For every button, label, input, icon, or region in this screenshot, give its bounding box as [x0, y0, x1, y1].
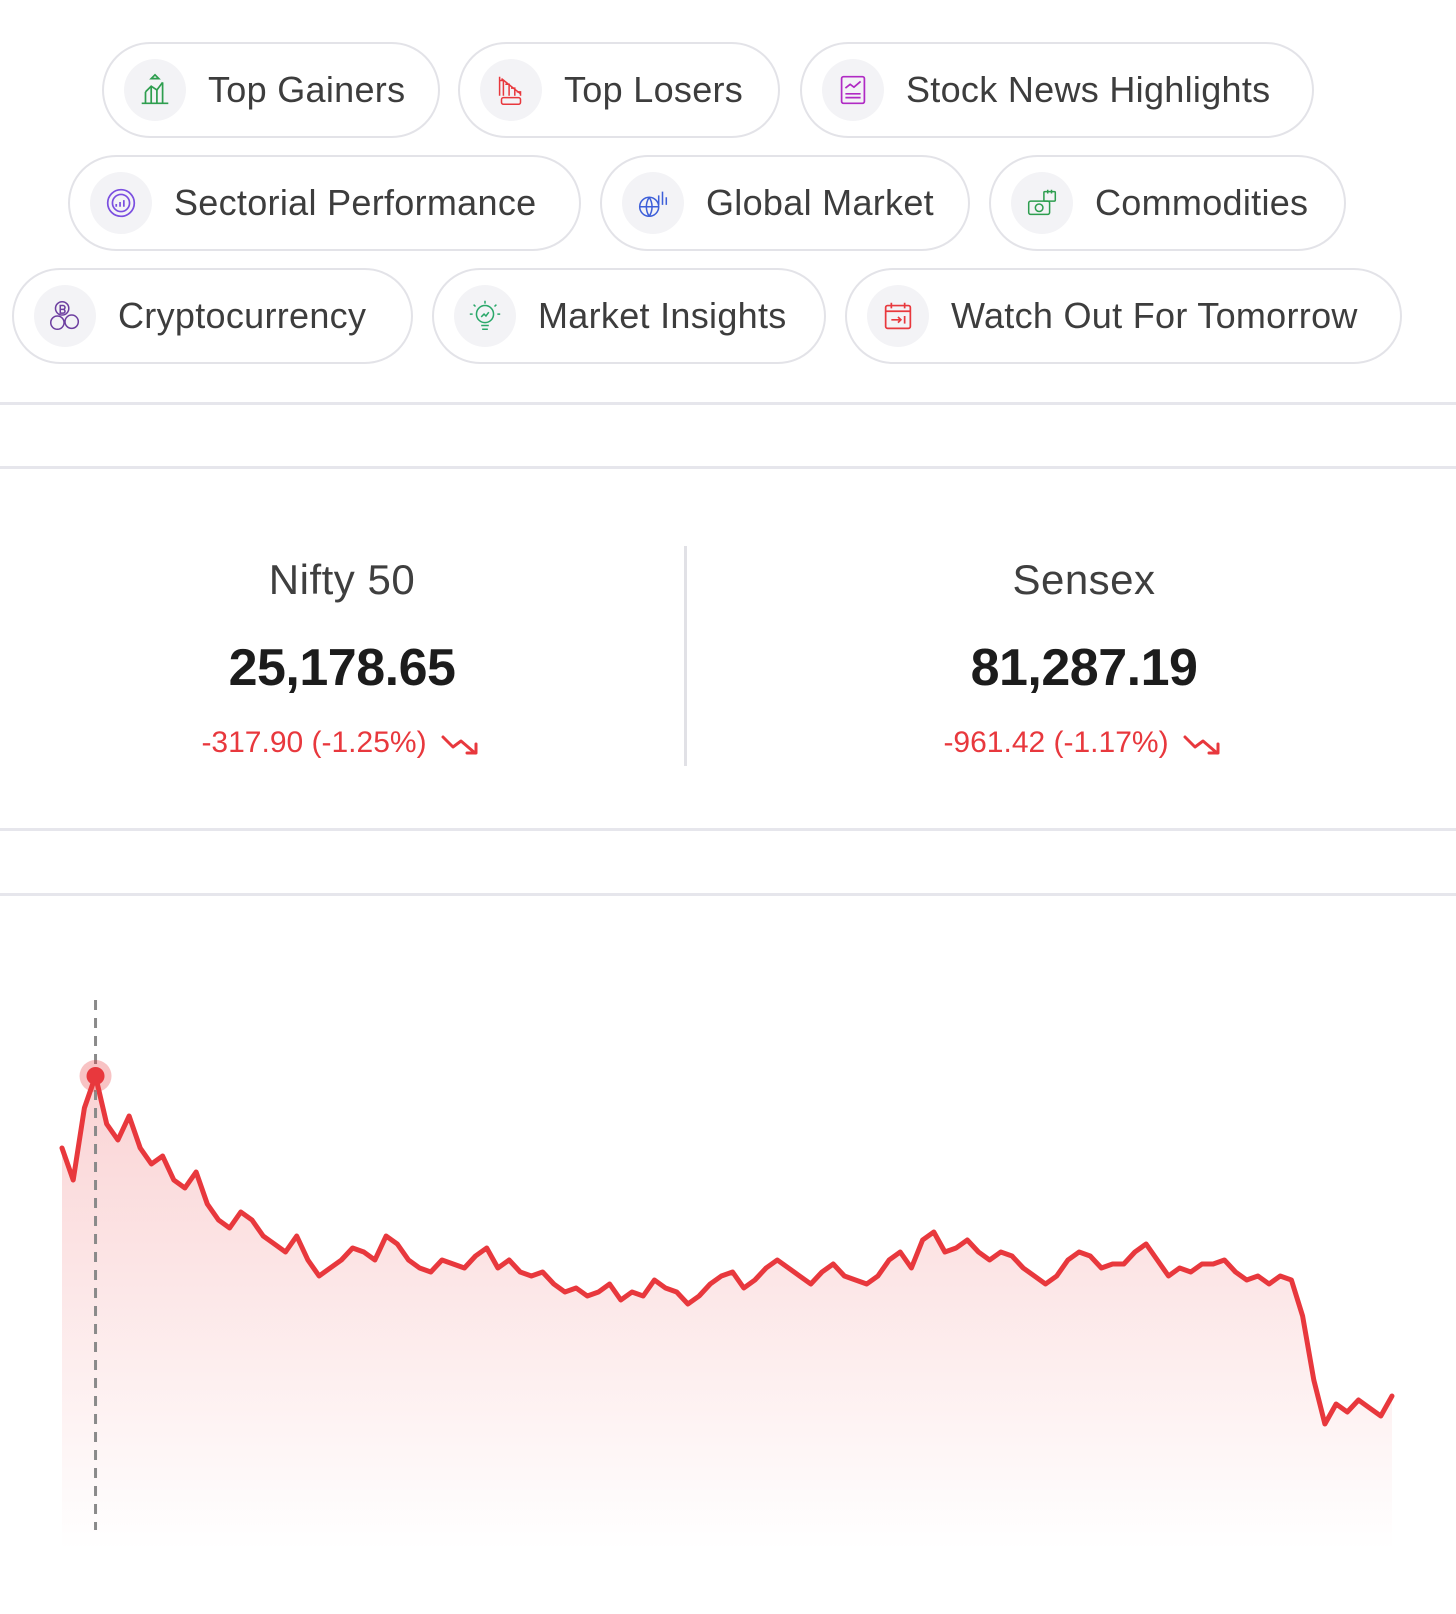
- divider: [0, 828, 1456, 831]
- index-card-nifty[interactable]: Nifty 50 25,178.65 -317.90 (-1.25%): [0, 520, 684, 760]
- chip-label: Global Market: [706, 182, 934, 223]
- chip-top-gainers[interactable]: Top Gainers: [102, 42, 440, 138]
- chip-label: Top Gainers: [208, 69, 406, 110]
- chip-sectorial-performance[interactable]: Sectorial Performance: [68, 155, 581, 251]
- calendar-icon: [867, 285, 929, 347]
- top-gainers-icon: [124, 59, 186, 121]
- chip-stock-news-highlights[interactable]: Stock News Highlights: [800, 42, 1314, 138]
- chip-label: Cryptocurrency: [118, 295, 367, 336]
- commodities-icon: [1011, 172, 1073, 234]
- index-change: -317.90 (-1.25%): [0, 726, 684, 760]
- chip-label: Market Insights: [538, 295, 787, 336]
- index-value: 81,287.19: [970, 639, 1198, 697]
- stock-news-icon: [822, 59, 884, 121]
- chip-label: Sectorial Performance: [174, 182, 537, 223]
- divider: [0, 402, 1456, 405]
- index-value: 25,178.65: [228, 639, 456, 697]
- chart-series-line: [59, 1073, 1395, 1427]
- index-name: Sensex: [1012, 556, 1156, 603]
- trend-down-icon: [441, 735, 478, 755]
- chip-row-2: Sectorial Performance Global Market Comm…: [0, 155, 1456, 255]
- index-change-text: -961.42 (-1.17%): [943, 726, 1169, 759]
- trend-down-icon: [1183, 735, 1220, 755]
- cryptocurrency-icon: [34, 285, 96, 347]
- chip-label: Stock News Highlights: [906, 69, 1271, 110]
- chip-label: Top Losers: [564, 69, 744, 110]
- chip-global-market[interactable]: Global Market: [600, 155, 970, 251]
- market-insights-icon: [454, 285, 516, 347]
- divider: [0, 466, 1456, 469]
- chip-watch-out-for-tomorrow[interactable]: Watch Out For Tomorrow: [845, 268, 1402, 364]
- chip-label: Watch Out For Tomorrow: [951, 295, 1358, 336]
- chart-area: [62, 1076, 1392, 1550]
- index-name: Nifty 50: [268, 556, 416, 603]
- chip-label: Commodities: [1095, 182, 1309, 223]
- chip-cryptocurrency[interactable]: Cryptocurrency: [12, 268, 413, 364]
- intraday-chart[interactable]: [0, 960, 1456, 1560]
- sectorial-performance-icon: [90, 172, 152, 234]
- index-divider: [684, 546, 687, 766]
- chart-highlight-point[interactable]: [86, 1067, 105, 1085]
- index-change: -961.42 (-1.17%): [742, 726, 1426, 760]
- chip-row-3: Cryptocurrency Market Insights Watch Out…: [0, 268, 1456, 368]
- chip-row-1: Top Gainers Top Losers Stock News Highli…: [0, 42, 1456, 142]
- chip-top-losers[interactable]: Top Losers: [458, 42, 780, 138]
- divider: [0, 893, 1456, 896]
- global-market-icon: [622, 172, 684, 234]
- index-card-sensex[interactable]: Sensex 81,287.19 -961.42 (-1.17%): [742, 520, 1426, 760]
- chip-commodities[interactable]: Commodities: [989, 155, 1346, 251]
- index-change-text: -317.90 (-1.25%): [201, 726, 427, 759]
- top-losers-icon: [480, 59, 542, 121]
- chip-market-insights[interactable]: Market Insights: [432, 268, 826, 364]
